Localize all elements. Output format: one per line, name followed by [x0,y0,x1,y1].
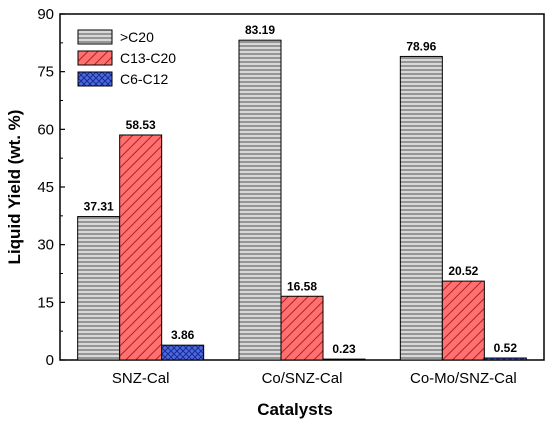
data-label: 78.96 [406,39,436,53]
y-tick-label: 45 [37,179,54,196]
legend-swatch [77,29,113,45]
y-tick-label: 75 [37,64,54,81]
bar [280,295,324,361]
legend-label: C13-C20 [120,50,176,66]
bar [119,134,163,361]
x-tick-label: Co/SNZ-Cal [262,370,343,387]
y-tick-label: 0 [46,352,54,369]
x-tick-label: Co-Mo/SNZ-Cal [410,370,517,387]
data-label: 58.53 [126,118,156,132]
bar [161,344,205,361]
y-axis-title: Liquid Yield (wt. %) [5,110,24,265]
data-label: 0.23 [332,342,356,356]
bar [238,39,282,361]
legend-label: >C20 [120,29,154,45]
y-tick-label: 60 [37,121,54,138]
legend-label: C6-C12 [120,71,168,87]
x-axis-title: Catalysts [257,400,333,419]
bar [441,280,485,361]
bar [483,357,527,361]
data-label: 20.52 [448,264,478,278]
data-label: 83.19 [245,23,275,37]
bar [322,358,366,361]
bar [77,216,121,361]
data-label: 0.52 [494,341,518,355]
y-tick-label: 30 [37,237,54,254]
y-tick-label: 90 [37,6,54,23]
legend-swatch [77,50,113,66]
data-label: 3.86 [171,328,195,342]
data-label: 37.31 [84,200,114,214]
y-tick-label: 15 [37,294,54,311]
legend-swatch [77,71,113,87]
data-label: 16.58 [287,279,317,293]
bar [399,55,443,361]
x-tick-label: SNZ-Cal [112,370,170,387]
